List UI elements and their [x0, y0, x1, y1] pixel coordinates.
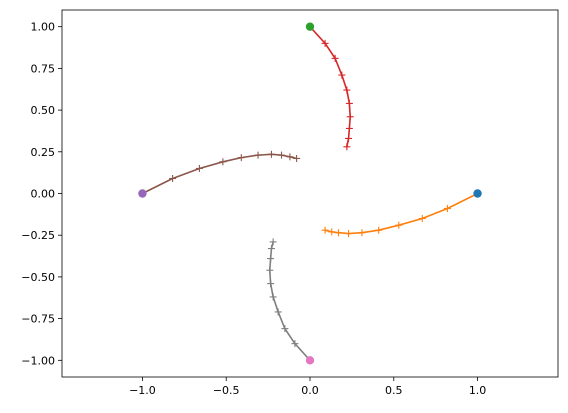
- series-0-marker-2: [418, 215, 426, 223]
- start-point-0: [473, 189, 482, 198]
- start-point-1: [305, 22, 315, 31]
- series-1-marker-5: [345, 99, 353, 107]
- series-0-marker-6: [345, 230, 353, 238]
- x-tick-label: −1.0: [129, 384, 156, 397]
- series-0-marker-3: [395, 221, 403, 229]
- series-1-marker-7: [345, 124, 353, 132]
- y-tick-label: 1.00: [31, 21, 56, 34]
- start-point-2: [138, 189, 147, 198]
- series-3-marker-9: [269, 238, 277, 246]
- y-tick-label: −0.50: [21, 271, 55, 284]
- x-tick-label: −0.5: [213, 384, 240, 397]
- series-2-marker-3: [219, 158, 227, 166]
- series-line-1: [309, 25, 352, 148]
- x-tick-label: 1.0: [469, 384, 487, 397]
- series-1-marker-9: [343, 143, 351, 151]
- series-0-marker-4: [375, 226, 383, 234]
- y-tick-label: 0.25: [31, 146, 56, 159]
- y-tick-label: −0.25: [21, 229, 55, 242]
- x-axis: −1.0 −0.5 0.0 0.5 1.0: [129, 377, 486, 397]
- series-0-marker-5: [358, 229, 366, 237]
- series-2-marker-8: [286, 153, 294, 161]
- series-0-marker-7: [334, 229, 342, 237]
- y-tick-label: −0.75: [21, 313, 55, 326]
- series-0-marker-8: [328, 228, 336, 236]
- series-2-marker-9: [293, 154, 301, 162]
- series-3-marker-6: [266, 266, 274, 274]
- series-2-marker-1: [169, 174, 177, 182]
- series-1-marker-2: [331, 54, 339, 62]
- y-tick-label: 0.75: [31, 62, 56, 75]
- series-3-marker-3: [274, 308, 282, 316]
- series-1-marker-6: [346, 113, 354, 121]
- series-2-marker-6: [267, 150, 275, 158]
- y-axis: 1.00 0.75 0.50 0.25 0.00 −0.25 −0.50 −0.75 −1.00: [21, 21, 62, 367]
- series-1-marker-8: [345, 134, 353, 142]
- x-tick-label: 0.0: [301, 384, 319, 397]
- start-points-layer: [138, 22, 482, 365]
- x-tick-label: 0.5: [385, 384, 403, 397]
- series-0-marker-9: [321, 226, 329, 234]
- series-1-marker-3: [338, 71, 346, 79]
- series-1-marker-4: [343, 86, 351, 94]
- series-3-marker-5: [267, 280, 275, 288]
- series-3-marker-1: [291, 340, 299, 348]
- series-1-marker-1: [321, 39, 329, 47]
- series-3-marker-2: [281, 325, 289, 333]
- series-line-2: [141, 153, 298, 195]
- y-tick-label: 0.00: [31, 188, 56, 201]
- series-2-marker-2: [195, 164, 203, 172]
- y-tick-label: 0.50: [31, 104, 56, 117]
- series-2-marker-5: [254, 151, 262, 159]
- series-3-marker-7: [267, 255, 275, 263]
- y-tick-label: −1.00: [21, 354, 55, 367]
- series-3-marker-8: [267, 245, 275, 253]
- series-2-marker-4: [237, 154, 245, 162]
- start-point-3: [305, 356, 315, 365]
- series-3-marker-4: [269, 293, 277, 301]
- series-2-marker-7: [278, 151, 286, 159]
- series-line-3: [268, 241, 311, 362]
- series-0-marker-1: [443, 205, 451, 213]
